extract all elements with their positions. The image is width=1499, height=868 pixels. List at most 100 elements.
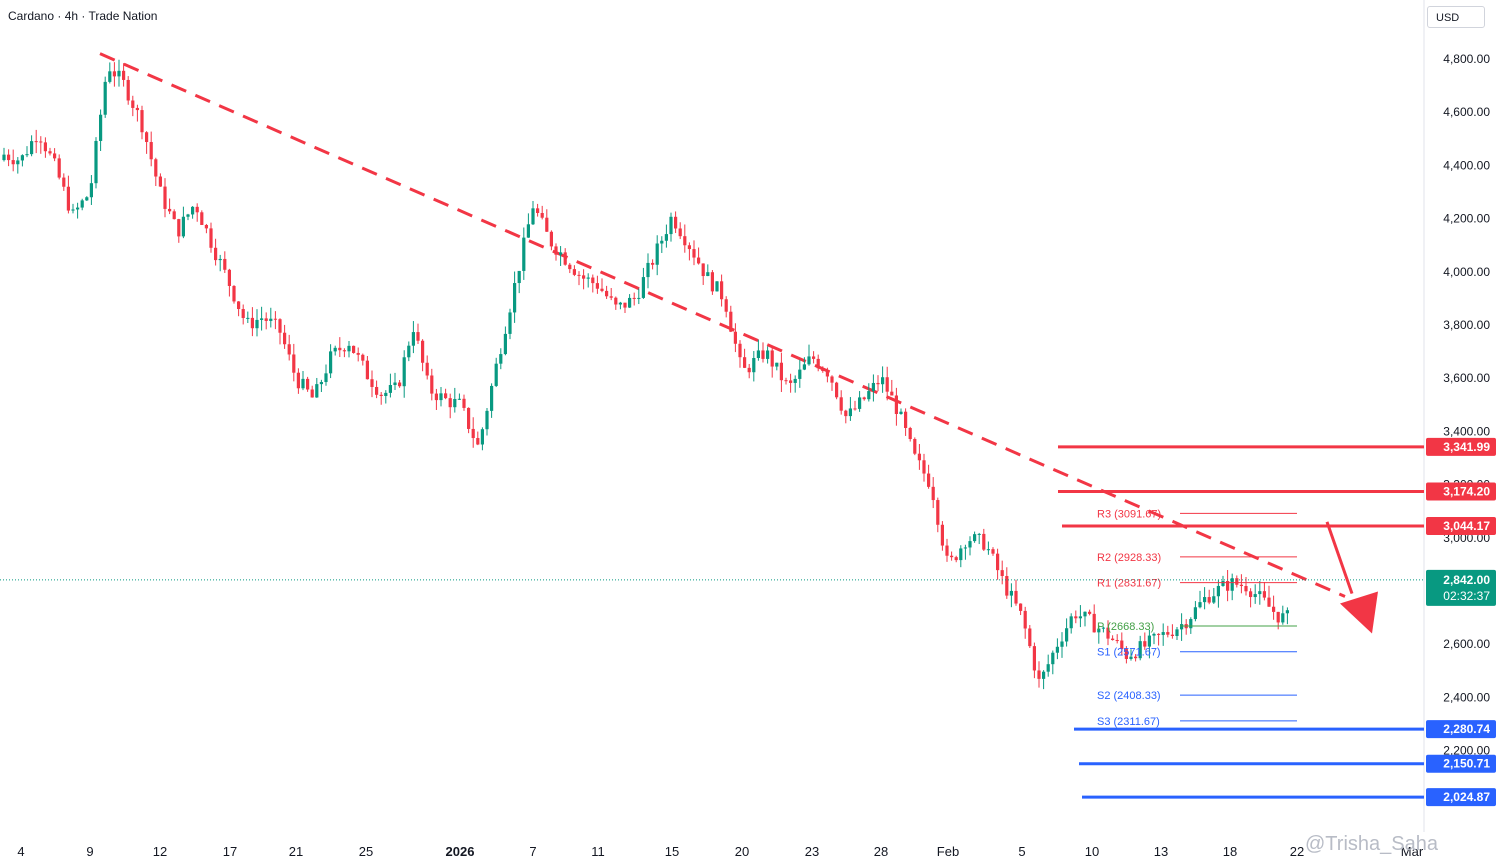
candle-body	[687, 245, 691, 250]
candle-body	[1046, 664, 1050, 672]
candle-body	[241, 309, 245, 318]
candle-body	[871, 382, 875, 392]
candle-body	[145, 132, 149, 143]
resistance-level-tag-label: 3,341.99	[1443, 440, 1490, 454]
candle-body	[30, 141, 34, 155]
current-price-tag	[1426, 569, 1496, 606]
candle-body	[646, 262, 650, 278]
candle-body	[39, 141, 43, 143]
candle-body	[775, 362, 779, 367]
candle-body	[398, 382, 402, 387]
candle-body	[135, 107, 139, 111]
candle-body	[637, 297, 641, 299]
candle-body	[922, 460, 926, 474]
candle-body	[554, 246, 558, 255]
candle-body	[692, 249, 696, 258]
candle-body	[457, 398, 461, 400]
currency-selector[interactable]: USD	[1427, 6, 1485, 28]
candle-body	[1193, 607, 1197, 620]
candle-body	[729, 311, 733, 332]
candle-body	[306, 378, 310, 390]
candle-body	[747, 367, 751, 373]
candle-body	[269, 318, 273, 321]
candle-body	[273, 318, 277, 320]
chart-title: Cardano · 4h · Trade Nation	[8, 9, 158, 23]
candle-body	[329, 351, 333, 374]
pivot-levels-group: R3 (3091.67) R2 (2928.33) R1 (2831.67) P (2…	[1097, 508, 1297, 728]
candle-body	[756, 350, 760, 358]
candle-body	[71, 209, 75, 211]
x-tick-label: 9	[86, 844, 93, 859]
candle-body	[108, 71, 112, 82]
candle-body	[227, 269, 231, 286]
candle-body	[977, 533, 981, 535]
candle-body	[301, 378, 305, 389]
candle-body	[789, 380, 793, 383]
y-tick-label: 2,200.00	[1443, 744, 1490, 758]
candle-body	[1065, 628, 1069, 642]
x-tick-label: 21	[289, 844, 303, 859]
resistance-level-tag	[1426, 437, 1496, 456]
candle-body	[876, 382, 880, 385]
candle-body	[973, 534, 977, 542]
candle-body	[80, 200, 84, 208]
candle-body	[347, 345, 351, 352]
candle-body	[149, 142, 153, 160]
candle-body	[292, 354, 296, 373]
candle-body	[89, 183, 93, 198]
candle-body	[825, 371, 829, 377]
candles-group	[2, 59, 1289, 690]
candle-body	[191, 206, 195, 215]
x-tick-label: 15	[665, 844, 679, 859]
candle-body	[899, 411, 903, 414]
candle-body	[122, 70, 126, 80]
y-tick-label: 3,400.00	[1443, 424, 1490, 438]
candle-body	[609, 296, 613, 298]
candle-body	[770, 350, 774, 367]
candle-body	[490, 385, 494, 411]
candle-body	[375, 386, 379, 395]
candle-body	[53, 153, 57, 159]
author-watermark: @Trisha_Saha	[1305, 833, 1438, 855]
candle-body	[660, 240, 664, 244]
candle-body	[232, 285, 236, 302]
support-level-tag	[1426, 720, 1496, 739]
candle-body	[1272, 606, 1276, 612]
candle-body	[991, 549, 995, 554]
candle-body	[462, 398, 466, 408]
candle-body	[48, 151, 52, 154]
candle-body	[641, 277, 645, 298]
candle-body	[890, 391, 894, 396]
candle-body	[1069, 616, 1073, 629]
candle-body	[186, 214, 190, 217]
candle-body	[1060, 641, 1064, 647]
pivot-label: P (2668.33)	[1097, 621, 1154, 633]
candle-body	[862, 397, 866, 400]
candle-body	[522, 237, 526, 271]
candle-body	[177, 219, 181, 237]
candle-body	[434, 393, 438, 401]
candle-body	[255, 319, 259, 329]
candle-body	[904, 411, 908, 428]
candle-body	[1281, 613, 1285, 623]
candle-body	[126, 79, 130, 101]
candle-body	[1258, 591, 1262, 595]
candle-body	[1019, 603, 1023, 611]
candle-body	[761, 350, 765, 359]
candle-body	[996, 553, 1000, 571]
candle-body	[830, 376, 834, 383]
countdown-label: 02:32:37	[1443, 589, 1490, 603]
pivot-label: R1 (2831.67)	[1097, 578, 1161, 590]
candle-body	[697, 257, 701, 264]
candle-body	[264, 318, 268, 321]
candle-body	[94, 140, 98, 184]
candle-body	[582, 275, 586, 279]
pivot-label: S2 (2408.33)	[1097, 690, 1161, 702]
support-level-tag	[1426, 754, 1496, 773]
candle-body	[467, 407, 471, 429]
candle-body	[913, 439, 917, 454]
x-tick-label: 2026	[446, 844, 475, 859]
candle-body	[388, 385, 392, 393]
candle-body	[407, 345, 411, 358]
